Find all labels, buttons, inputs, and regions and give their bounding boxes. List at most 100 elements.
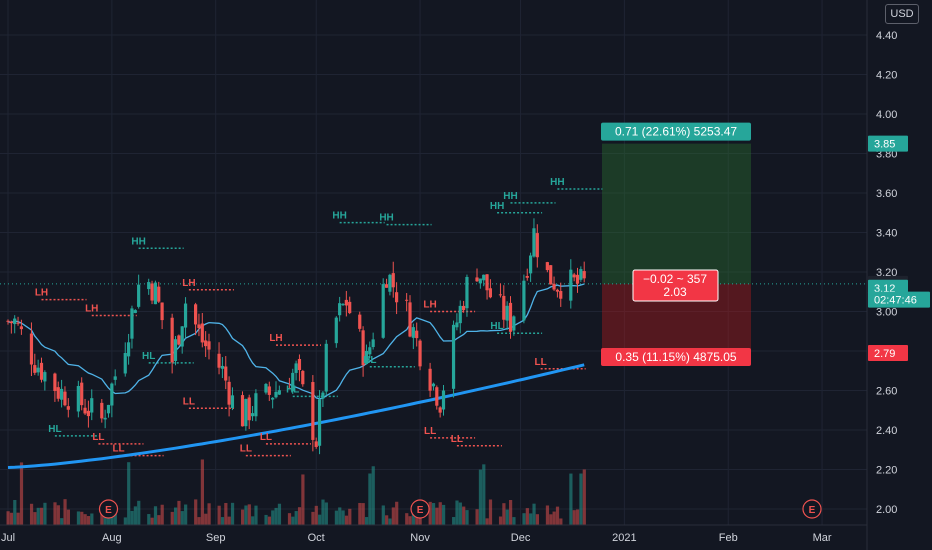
x-tick-label: 2021 (612, 532, 636, 544)
volume-bar (36, 507, 40, 525)
candle-body (344, 299, 348, 306)
candle-body (66, 406, 70, 410)
candle-body (334, 317, 338, 344)
candle-body (455, 322, 459, 328)
x-tick-label: Dec (511, 532, 531, 544)
candle-body (224, 366, 228, 381)
candle-body (512, 316, 516, 331)
volume-bar (207, 503, 211, 525)
candle-body (311, 382, 315, 440)
volume-bar (465, 510, 469, 525)
volume-bar (475, 509, 479, 525)
target-label-text: 0.71 (22.61%) 5253.47 (615, 125, 737, 139)
volume-bar (314, 505, 318, 525)
y-tick-label: 2.20 (876, 465, 897, 477)
volume-bar (381, 505, 385, 525)
candle-body (60, 388, 64, 400)
volume-bar (150, 517, 154, 525)
volume-bar (107, 517, 111, 525)
candle-body (361, 330, 365, 366)
candle-body (250, 413, 255, 417)
candle-body (549, 265, 553, 285)
x-tick-label: Oct (308, 532, 325, 544)
candle-body (388, 274, 392, 292)
price-axis[interactable]: 4.404.204.003.803.603.403.203.002.802.60… (876, 30, 897, 516)
volume-bar (579, 473, 583, 525)
volume-bar (545, 505, 550, 525)
volume-bar (63, 499, 67, 525)
candle-body (244, 399, 248, 427)
price-tag-text: 02:47:46 (874, 295, 917, 307)
candle-body (475, 277, 479, 282)
candle-body (579, 269, 583, 280)
volume-bar (160, 504, 164, 525)
volume-bar (66, 509, 70, 525)
candle-body (13, 318, 17, 325)
pivot-label: HH (503, 191, 517, 202)
volume-bar (522, 513, 526, 525)
volume-bar (408, 516, 412, 525)
price-tag: 3.85 (868, 135, 908, 152)
candle-body (90, 398, 94, 413)
pivot-label: HH (332, 211, 346, 222)
volume-bar (147, 514, 151, 525)
volume-bar (301, 474, 305, 525)
earnings-letter: E (105, 505, 112, 516)
pivot-label: LL (240, 444, 252, 455)
volume-bar (83, 514, 87, 525)
volume-bar (197, 517, 201, 525)
volume-bar (552, 511, 556, 525)
candle-body (575, 274, 580, 284)
candle-body (368, 347, 372, 355)
volume-bar (13, 500, 17, 525)
pivot-label: LL (260, 432, 272, 443)
volume-bar (16, 512, 20, 525)
candle-body (267, 386, 271, 395)
candle-body (441, 390, 446, 410)
candle-body (127, 342, 131, 357)
volume-bar (254, 505, 258, 525)
candle-body (525, 275, 529, 278)
pivot-label: LH (423, 300, 436, 311)
volume-bar (244, 505, 248, 525)
volume-bar (395, 501, 399, 525)
candle-body (391, 273, 395, 288)
candle-body (529, 255, 533, 274)
currency-button[interactable]: USD (885, 4, 919, 24)
candle-body (130, 308, 134, 339)
y-tick-label: 4.00 (876, 109, 897, 121)
candle-body (317, 399, 322, 446)
volume-bar (482, 464, 486, 525)
volume-bar (230, 502, 235, 525)
volume-bar (76, 511, 81, 525)
ma-slow-line (7, 363, 585, 469)
candle-body (324, 343, 328, 392)
volume-bar (227, 516, 231, 525)
candle-body (153, 282, 157, 305)
y-tick-label: 2.60 (876, 386, 897, 398)
candle-body (86, 410, 90, 417)
candle-body (408, 302, 412, 337)
volume-bar (555, 506, 560, 525)
candle-body (6, 320, 10, 322)
target-zone (602, 143, 751, 284)
volume-bar (442, 504, 446, 525)
candle-body (371, 339, 375, 348)
candles (6, 218, 586, 455)
candle-body (110, 383, 114, 406)
volume-bar (478, 469, 483, 525)
volume-bar (371, 466, 375, 525)
volume-bar (358, 502, 362, 525)
volume-bar (462, 506, 466, 525)
position-labels[interactable]: 0.71 (22.61%) 5253.47 0.35 (11.15%) 4875.… (601, 122, 751, 366)
candle-body (358, 314, 362, 329)
pivot-labels: HHHHHHHHHHHHLHLHLHLHLHHLHLHLHLHLLLLLLLLL… (35, 177, 565, 455)
candle-body (53, 373, 57, 391)
volume-bar (549, 514, 553, 525)
candle-body (532, 228, 536, 257)
time-axis[interactable]: Jul Aug Sep Oct Nov Dec 2021 Feb Mar (0, 0, 868, 550)
candle-body (431, 383, 436, 387)
candle-body (43, 372, 47, 382)
